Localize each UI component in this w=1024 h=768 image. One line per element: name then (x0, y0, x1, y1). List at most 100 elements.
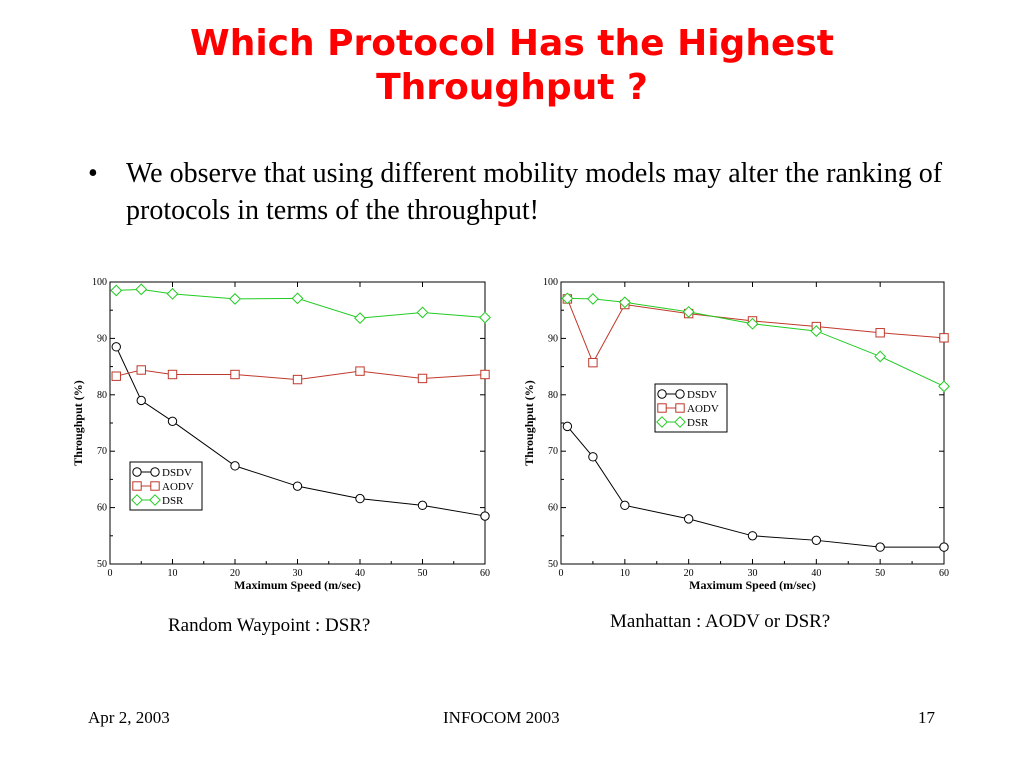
slide-title-line1: Which Protocol Has the Highest (189, 23, 835, 64)
axes: 0 10 20 30 40 50 60 50 60 70 80 90 100 Maximum Speed … (522, 277, 949, 592)
y-tick-label: 60 (97, 503, 107, 514)
data-point-dsdv (811, 535, 822, 546)
caption-random-waypoint: Random Waypoint : DSR? (168, 615, 371, 636)
y-tick-label: 50 (97, 559, 107, 570)
footer-date: Apr 2, 2003 (88, 708, 170, 727)
throughput-chart-random-waypoint: 0 10 20 30 40 50 60 50 60 70 80 90 100 Maximum Speed … (71, 277, 491, 592)
y-tick-label: 70 (548, 446, 558, 457)
caption-manhattan: Manhattan : AODV or DSR? (610, 611, 831, 632)
throughput-chart-manhattan: 0 10 20 30 40 50 60 50 60 70 80 90 100 Maximum Speed … (522, 277, 950, 592)
series-dsr (110, 283, 491, 325)
x-axis-label: Maximum Speed (m/sec) (234, 578, 361, 592)
slide-title-line2: Throughput ? (376, 67, 648, 108)
data-point-dsr (618, 296, 631, 309)
y-tick-label: 100 (543, 277, 558, 288)
x-tick-label: 0 (559, 568, 564, 579)
y-tick-label: 60 (548, 503, 558, 514)
footer-conference: INFOCOM 2003 (443, 708, 560, 727)
data-point-dsr (682, 305, 695, 318)
data-point-dsdv (167, 416, 178, 427)
data-point-dsr (135, 283, 148, 296)
data-point-dsdv (562, 421, 573, 432)
legend-label-aodv: AODV (162, 481, 194, 493)
x-tick-label: 50 (418, 568, 428, 579)
legend-marker-aodv (675, 403, 685, 413)
legend-marker-dsdv (132, 467, 142, 477)
data-point-aodv (875, 328, 885, 338)
data-point-dsr (416, 306, 429, 319)
x-tick-label: 40 (355, 568, 365, 579)
series-aodv (111, 365, 490, 385)
x-tick-label: 60 (480, 568, 490, 579)
bullet-text: We observe that using different mobility… (126, 158, 943, 226)
legend-marker-aodv (657, 403, 667, 413)
data-point-aodv (167, 369, 178, 380)
plot-frame (109, 281, 486, 565)
series-line-aodv (566, 298, 945, 364)
x-tick-label: 40 (811, 568, 821, 579)
legend-label-aodv: AODV (687, 403, 719, 415)
y-axis-label: Throughput (%) (522, 380, 536, 465)
x-tick-label: 60 (939, 568, 949, 579)
data-point-aodv (136, 365, 146, 375)
data-point-dsr (166, 287, 179, 300)
series-line-dsr (567, 297, 945, 387)
data-point-dsr (110, 284, 123, 297)
data-point-dsdv (620, 500, 630, 511)
data-point-aodv (292, 374, 303, 385)
legend-marker-aodv (150, 481, 160, 491)
data-point-dsr (229, 293, 241, 305)
y-tick-label: 90 (548, 333, 558, 344)
y-tick-label: 90 (97, 333, 107, 344)
data-point-dsdv (230, 461, 240, 471)
data-point-dsdv (136, 395, 146, 406)
x-tick-label: 50 (875, 568, 885, 579)
x-tick-label: 30 (748, 568, 758, 579)
x-tick-label: 20 (684, 568, 694, 579)
legend-marker-dsdv (675, 389, 685, 399)
data-point-dsr (561, 292, 574, 305)
legend: DSDV AODV DSR (654, 383, 728, 433)
legend-marker-dsr (656, 416, 668, 428)
x-tick-label: 20 (230, 568, 240, 579)
series-line-dsdv (567, 426, 944, 548)
series-aodv (562, 294, 949, 368)
legend-marker-dsr (149, 494, 161, 506)
y-tick-label: 80 (548, 390, 558, 401)
x-axis-label: Maximum Speed (m/sec) (689, 578, 816, 592)
axes: 0 10 20 30 40 50 60 50 60 70 80 90 100 Maximum Speed … (71, 277, 490, 592)
data-point-dsdv (588, 452, 598, 462)
series-line-dsr (116, 288, 486, 319)
legend-label-dsdv: DSDV (687, 389, 717, 401)
data-point-dsdv (480, 511, 490, 521)
slide-title: Which Protocol Has the Highest Throughpu… (0, 22, 1024, 110)
data-point-dsr (291, 292, 304, 305)
legend-marker-dsr (131, 494, 143, 506)
legend-label-dsdv: DSDV (162, 467, 192, 479)
legend-marker-dsdv (150, 467, 160, 477)
data-point-dsdv (417, 500, 428, 511)
legend: DSDV AODV DSR (129, 461, 203, 511)
series-line-dsdv (115, 346, 486, 517)
data-point-aodv (111, 371, 121, 381)
series-dsdv (111, 342, 490, 521)
y-axis-label: Throughput (%) (71, 380, 85, 465)
data-point-aodv (355, 366, 365, 376)
data-point-dsdv (747, 531, 758, 541)
data-point-dsdv (683, 514, 694, 524)
bullet-symbol: • (88, 158, 98, 189)
data-point-aodv (417, 373, 428, 384)
data-point-dsdv (875, 542, 885, 552)
data-point-aodv (480, 369, 490, 380)
legend-label-dsr: DSR (162, 495, 184, 507)
x-tick-label: 10 (168, 568, 178, 579)
legend-marker-dsr (674, 416, 686, 428)
data-point-dsr (587, 293, 599, 305)
legend-marker-aodv (132, 481, 142, 491)
x-tick-label: 10 (620, 568, 630, 579)
legend-marker-dsdv (657, 389, 667, 399)
legend-label-dsr: DSR (687, 417, 709, 429)
bullet-point: • We observe that using different mobili… (88, 155, 948, 229)
x-tick-label: 30 (293, 568, 303, 579)
x-tick-label: 0 (108, 568, 113, 579)
